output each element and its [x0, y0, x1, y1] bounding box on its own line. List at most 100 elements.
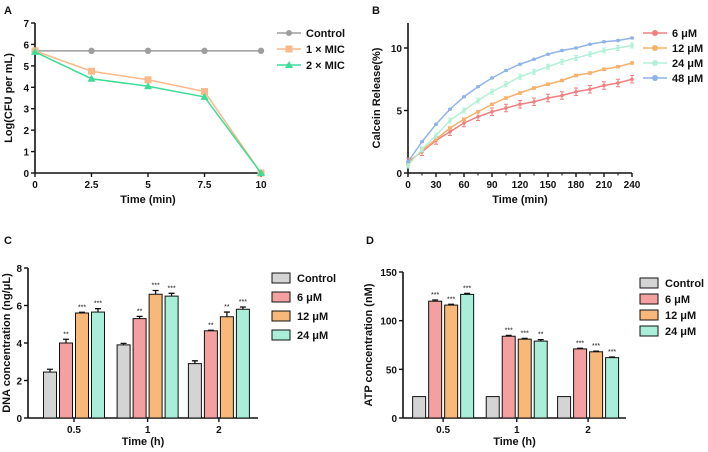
series-0 [31, 47, 265, 55]
data-point [602, 67, 606, 72]
legend-label: Control [306, 28, 345, 40]
legend-marker [652, 75, 658, 81]
legend-swatch [639, 309, 659, 321]
legend-swatch [271, 291, 291, 303]
x-tick-label: 2.5 [85, 180, 99, 191]
bar [59, 342, 73, 419]
legend-label: 48 μM [672, 73, 703, 85]
series-3 [406, 36, 634, 164]
bar [589, 351, 604, 419]
data-point [200, 92, 209, 100]
legend-label: 24 μM [297, 330, 328, 342]
data-point [616, 81, 620, 85]
data-point [420, 147, 424, 152]
data-point [88, 67, 95, 75]
y-axis-label: DNA concentration (ng/μL) [1, 273, 13, 413]
x-tick-label: 2 [585, 425, 591, 436]
data-point [630, 36, 634, 40]
legend-swatch [271, 329, 291, 341]
legend-swatch [639, 277, 659, 289]
bar-group: ** [533, 332, 548, 419]
significance-label: ** [538, 332, 544, 339]
x-tick-label: 1 [145, 425, 151, 436]
error-bar [223, 311, 230, 317]
bar [116, 344, 131, 419]
panel-d: D 0 50 100 150 ATP concentration (nM) Time (h)… [363, 235, 704, 448]
legend-item: Control [639, 277, 704, 290]
significance-label: *** [463, 285, 471, 292]
legend-marker [652, 30, 658, 36]
x-tick-label: 1 [514, 425, 520, 436]
data-point [434, 133, 438, 138]
legend-label: 2 × MIC [306, 60, 345, 72]
bar-group [43, 368, 57, 419]
bar [235, 308, 250, 419]
x-axis-label: Time (min) [492, 194, 548, 206]
bar-group: *** [75, 304, 89, 419]
x-tick-label: 5 [145, 180, 151, 191]
data-point [602, 83, 606, 88]
data-point [504, 106, 508, 110]
y-tick-label: 5 [396, 107, 402, 118]
x-tick-label: 180 [568, 180, 585, 191]
bar-group [116, 342, 131, 419]
data-point [504, 96, 508, 100]
bar-group: ** [132, 308, 147, 419]
data-point [257, 169, 265, 176]
bar-group: *** [428, 292, 443, 419]
x-tick-label: 2 [216, 425, 222, 436]
legend-swatch [639, 293, 659, 305]
legend-item: 12 μM [271, 310, 328, 323]
significance-label: *** [592, 343, 600, 350]
x-axis-label: Time (h) [493, 436, 536, 448]
y-tick-label: 10 [391, 44, 403, 55]
bar-group: *** [589, 343, 604, 419]
panel-label: C [4, 235, 12, 247]
bar-group: *** [148, 283, 163, 419]
data-point [588, 52, 592, 57]
data-point [462, 108, 466, 113]
y-tick-label: 0 [391, 414, 397, 425]
x-tick-label: 0 [405, 180, 411, 191]
legend-swatch [639, 325, 659, 337]
bar [517, 338, 532, 419]
x-tick-label: 150 [540, 180, 557, 191]
legend-item: 12 μM [643, 43, 703, 55]
data-point [504, 82, 508, 87]
bar [533, 340, 548, 419]
legend-label: 12 μM [665, 310, 696, 322]
data-point [448, 118, 452, 123]
x-axis-label: Time (h) [122, 436, 165, 448]
y-tick-label: 50 [386, 365, 398, 376]
legend-marker [652, 60, 658, 66]
x-tick-label: 10 [255, 180, 267, 191]
data-point [588, 87, 592, 92]
data-point [630, 77, 634, 82]
data-point [462, 121, 466, 125]
data-point [490, 76, 494, 80]
data-point [201, 47, 208, 55]
bar-group: ** [203, 322, 218, 419]
data-point [144, 76, 152, 84]
series-line [407, 37, 633, 163]
bar-group: ** [219, 304, 234, 419]
bar-group [412, 396, 427, 419]
data-point [462, 94, 466, 99]
legend-swatch [271, 310, 291, 322]
data-point [406, 163, 410, 168]
bar-group: *** [235, 299, 250, 419]
data-point [448, 126, 452, 130]
y-axis-label: Calcein Release(%) [371, 47, 383, 148]
data-point [201, 88, 208, 96]
y-tick-label: 6 [16, 302, 22, 313]
series-line [34, 51, 262, 174]
series-2 [31, 47, 265, 176]
data-point [448, 107, 452, 112]
data-point [87, 74, 96, 82]
x-tick-label: 60 [458, 180, 470, 191]
error-bar [95, 308, 101, 313]
data-point [574, 46, 578, 50]
x-tick-label: 0.5 [436, 425, 450, 436]
bar [91, 311, 105, 419]
data-point [476, 109, 480, 114]
